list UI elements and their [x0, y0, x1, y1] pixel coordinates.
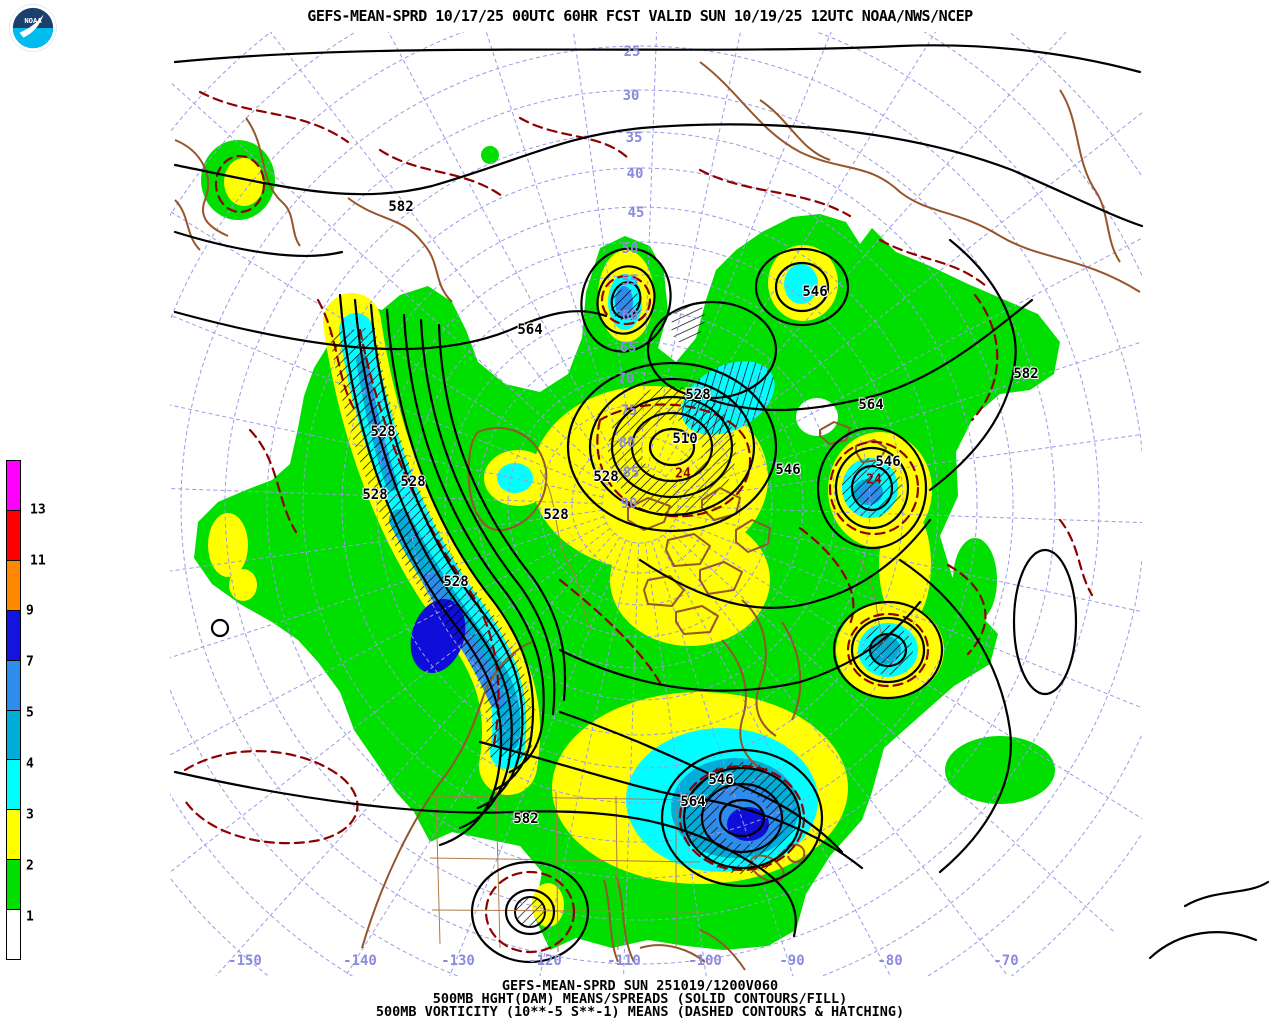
colorbar-segment — [7, 660, 20, 711]
colorbar-segment — [7, 710, 20, 761]
colorbar-segment — [7, 560, 20, 611]
spread-colorbar — [6, 460, 21, 960]
colorbar-segment — [7, 461, 20, 511]
footer-line-3: 500MB VORTICITY (10**-5 S**-1) MEANS (DA… — [375, 1004, 905, 1020]
noaa-seagull-icon — [19, 14, 44, 38]
colorbar-segment — [7, 610, 20, 661]
noaa-logo-graphic: NOAA — [9, 4, 57, 52]
height-contour-layer — [173, 44, 1270, 964]
footer-line-1: GEFS-MEAN-SPRD SUN 251019/1200V060 — [501, 978, 779, 994]
colorbar-segment — [7, 860, 20, 911]
map-title: GEFS-MEAN-SPRD 10/17/25 00UTC 60HR FCST … — [307, 7, 973, 25]
state-border-layer — [429, 469, 887, 953]
footer-caption: GEFS-MEAN-SPRD SUN 251019/1200V060 500MB… — [0, 978, 1280, 1020]
noaa-logo: NOAA — [9, 4, 57, 52]
coastline-layer — [174, 61, 1141, 971]
spread-fill-layer — [194, 140, 1060, 950]
colorbar-segment — [7, 510, 20, 561]
colorbar-segment — [7, 810, 20, 861]
colorbar-segment — [7, 910, 20, 960]
footer-line-2: 500MB HGHT(DAM) MEANS/SPREADS (SOLID CON… — [432, 991, 848, 1007]
colorbar-segment — [7, 760, 20, 811]
noaa-logo-text: NOAA — [24, 16, 42, 25]
